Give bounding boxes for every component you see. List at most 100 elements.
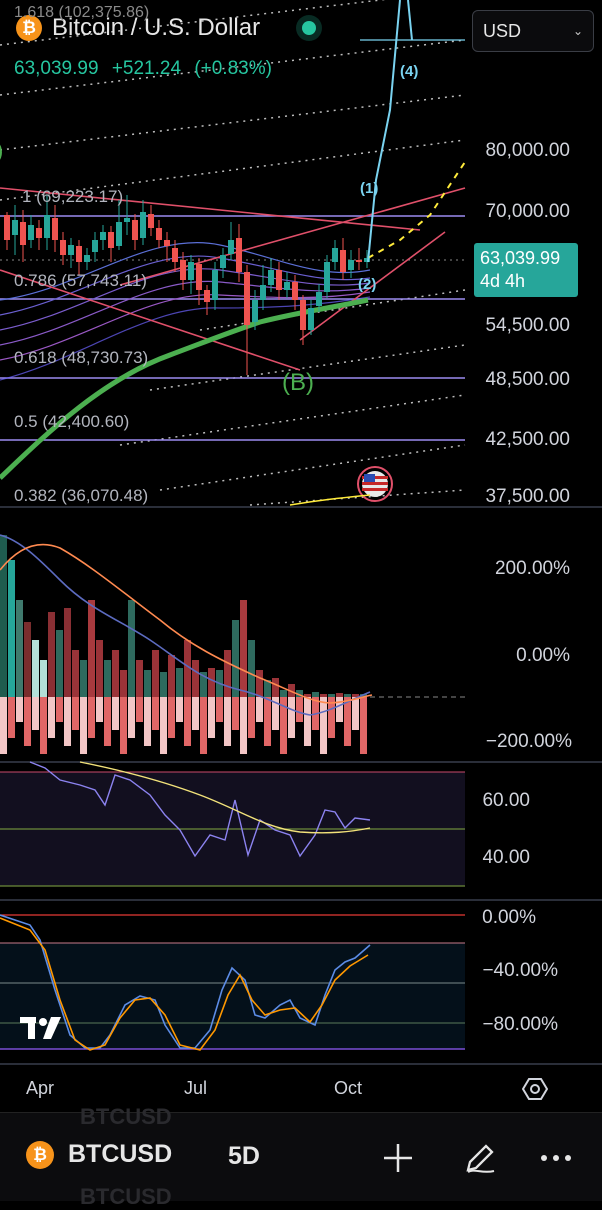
macd-bar-upper (224, 650, 231, 697)
macd-bar-upper (24, 622, 31, 697)
symbol-selector[interactable]: ₿ BTCUSD (26, 1140, 172, 1169)
macd-axis-label: 200.00% (494, 558, 570, 579)
candle-body (204, 290, 210, 302)
macd-bar-upper (320, 694, 327, 697)
macd-bar-lower (208, 697, 215, 738)
macd-bar-lower (328, 697, 335, 738)
bitcoin-icon: ₿ (26, 1140, 54, 1169)
fib-fan-lines (0, 0, 466, 506)
interval-selector[interactable]: 5D (228, 1142, 260, 1170)
macd-bar-upper (120, 670, 127, 697)
candle-body (340, 250, 346, 272)
chevron-down-icon: ⌄ (572, 24, 583, 38)
macd-bar-upper (136, 660, 143, 697)
candle-body (228, 240, 234, 254)
macd-bar-upper (168, 655, 175, 697)
candle-body (332, 248, 338, 262)
macd-bar-lower (32, 697, 39, 730)
candle-body (196, 264, 202, 290)
macd-bar-upper (344, 694, 351, 697)
macd-bar-lower (152, 697, 159, 730)
wave-label-4: (4) (400, 63, 418, 80)
time-axis-label: Oct (334, 1078, 363, 1098)
wave-label-2: (2) (358, 276, 376, 293)
candle-body (44, 215, 50, 238)
tradingview-logo[interactable] (18, 1014, 70, 1044)
candle-body (188, 262, 194, 280)
macd-bar-upper (296, 690, 303, 697)
stoch-axis-label: 0.00% (482, 907, 536, 928)
candle-body (292, 282, 298, 300)
candle-body (148, 214, 154, 228)
candle-body (68, 245, 74, 255)
price-change: +521.24 (111, 58, 182, 79)
macd-bar-upper (280, 690, 287, 697)
macd-bar-lower (112, 697, 119, 730)
candle-body (124, 218, 130, 222)
macd-bar-lower (24, 697, 31, 746)
wave-label-b: (B) (282, 369, 314, 396)
macd-bar-lower (224, 697, 231, 746)
macd-bar-upper (184, 640, 191, 697)
symbol-header[interactable]: ₿ Bitcoin / U.S. Dollar (16, 14, 317, 42)
pen-icon[interactable] (460, 1138, 500, 1178)
macd-bar-upper (272, 678, 279, 697)
elliott-wave (367, 0, 401, 263)
macd-bar-upper (80, 660, 87, 697)
macd-bar-lower (120, 697, 127, 754)
candle-body (20, 222, 26, 245)
candle-body (260, 285, 266, 300)
macd-bar-upper (40, 660, 47, 697)
macd-bar-lower (48, 697, 55, 738)
candle-body (212, 270, 218, 300)
macd-bar-lower (128, 697, 135, 738)
macd-bar-lower (16, 697, 23, 722)
fib-label-1618: 1.618 (102,375.86) (14, 4, 150, 21)
macd-bar-lower (168, 697, 175, 738)
macd-bar-lower (176, 697, 183, 722)
macd-bar-upper (288, 684, 295, 697)
macd-bar-lower (144, 697, 151, 746)
candle-body (356, 260, 362, 262)
price-axis-label: 42,500.00 (485, 429, 570, 450)
macd-bar-upper (160, 672, 167, 697)
macd-line (0, 534, 371, 716)
bitcoin-icon: ₿ (16, 15, 42, 41)
macd-bar-upper (64, 608, 71, 697)
plus-icon[interactable] (378, 1138, 418, 1178)
macd-bar-lower (160, 697, 167, 754)
macd-bar-upper (200, 672, 207, 697)
trend-channel (0, 187, 466, 371)
more-icon[interactable] (536, 1138, 576, 1178)
macd-bar-upper (264, 680, 271, 697)
macd-bar-lower (336, 697, 343, 722)
macd-bar-upper (248, 640, 255, 697)
candle-body (276, 270, 282, 290)
projection-line (367, 161, 466, 259)
macd-bar-upper (240, 600, 247, 697)
candle-body (132, 220, 138, 240)
currency-select[interactable]: USD ⌄ (472, 10, 594, 52)
macd-bar-lower (72, 697, 79, 730)
last-price: 63,039.99 (14, 58, 99, 79)
macd-bar-lower (232, 697, 239, 730)
candle-body (76, 246, 82, 262)
rsi-ma (79, 761, 371, 834)
macd-bar-upper (96, 640, 103, 697)
macd-bar-lower (296, 697, 303, 722)
signal-line (0, 543, 373, 704)
macd-bar-lower (8, 697, 15, 738)
candle-body (4, 215, 10, 240)
macd-bar-lower (216, 697, 223, 722)
candle-body (244, 272, 250, 325)
rsi-line (29, 761, 371, 858)
currency-label: USD (483, 20, 522, 41)
candle-body (12, 220, 18, 235)
candle-body (324, 262, 330, 292)
us-flag-icon[interactable] (357, 466, 393, 502)
candle-body (300, 300, 306, 330)
settings-icon[interactable] (522, 1076, 548, 1102)
fib-label-0618: 0.618 (48,730.73) (14, 348, 149, 367)
candle-body (164, 240, 170, 246)
